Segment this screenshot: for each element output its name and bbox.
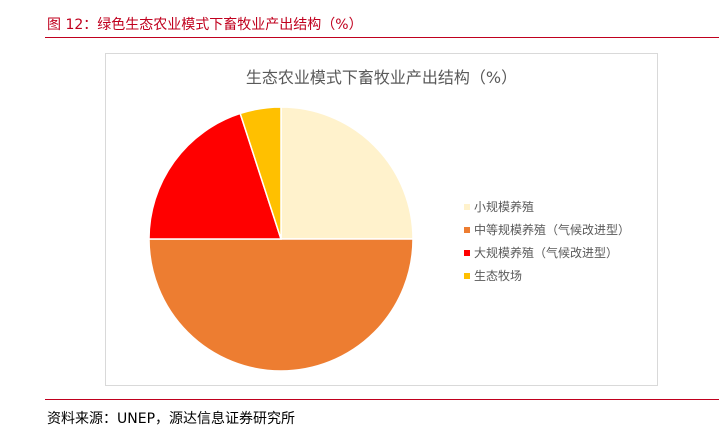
chart-title: 生态农业模式下畜牧业产出结构（%） bbox=[245, 68, 518, 87]
top-divider bbox=[45, 37, 719, 38]
chart-frame: 生态农业模式下畜牧业产出结构（%） 小规模养殖中等规模养殖（气候改进型） 大规模养… bbox=[105, 53, 658, 386]
pie-slice-0 bbox=[280, 106, 414, 240]
source-note: 资料来源：UNEP，源达信息证券研究所 bbox=[47, 411, 296, 427]
legend-label: 大规模养殖（气候改进型） bbox=[474, 246, 619, 260]
legend-label: 生态牧场 bbox=[474, 269, 523, 283]
legend-label: 中等规模养殖（气候改进型） bbox=[474, 223, 631, 237]
legend-item-3: 生态牧场 bbox=[464, 264, 630, 287]
figure-caption: 图 12：绿色生态农业模式下畜牧业产出结构（%） bbox=[47, 17, 363, 33]
pie-slice-2 bbox=[148, 112, 283, 240]
pie-slice-3 bbox=[239, 106, 282, 240]
legend-label: 小规模养殖 bbox=[474, 200, 535, 214]
legend-item-0: 小规模养殖 bbox=[464, 195, 630, 218]
legend-swatch bbox=[464, 249, 470, 256]
legend-item-2: 大规模养殖（气候改进型） bbox=[464, 241, 630, 264]
chart-legend: 小规模养殖中等规模养殖（气候改进型） 大规模养殖（气候改进型） 生态牧场 bbox=[464, 195, 630, 287]
bottom-divider bbox=[45, 399, 719, 400]
pie-slice-1 bbox=[148, 238, 414, 372]
pie-chart bbox=[148, 106, 414, 372]
legend-swatch bbox=[464, 272, 470, 279]
legend-swatch bbox=[464, 203, 470, 210]
legend-swatch bbox=[464, 226, 470, 233]
legend-item-1: 中等规模养殖（气候改进型） bbox=[464, 218, 630, 241]
